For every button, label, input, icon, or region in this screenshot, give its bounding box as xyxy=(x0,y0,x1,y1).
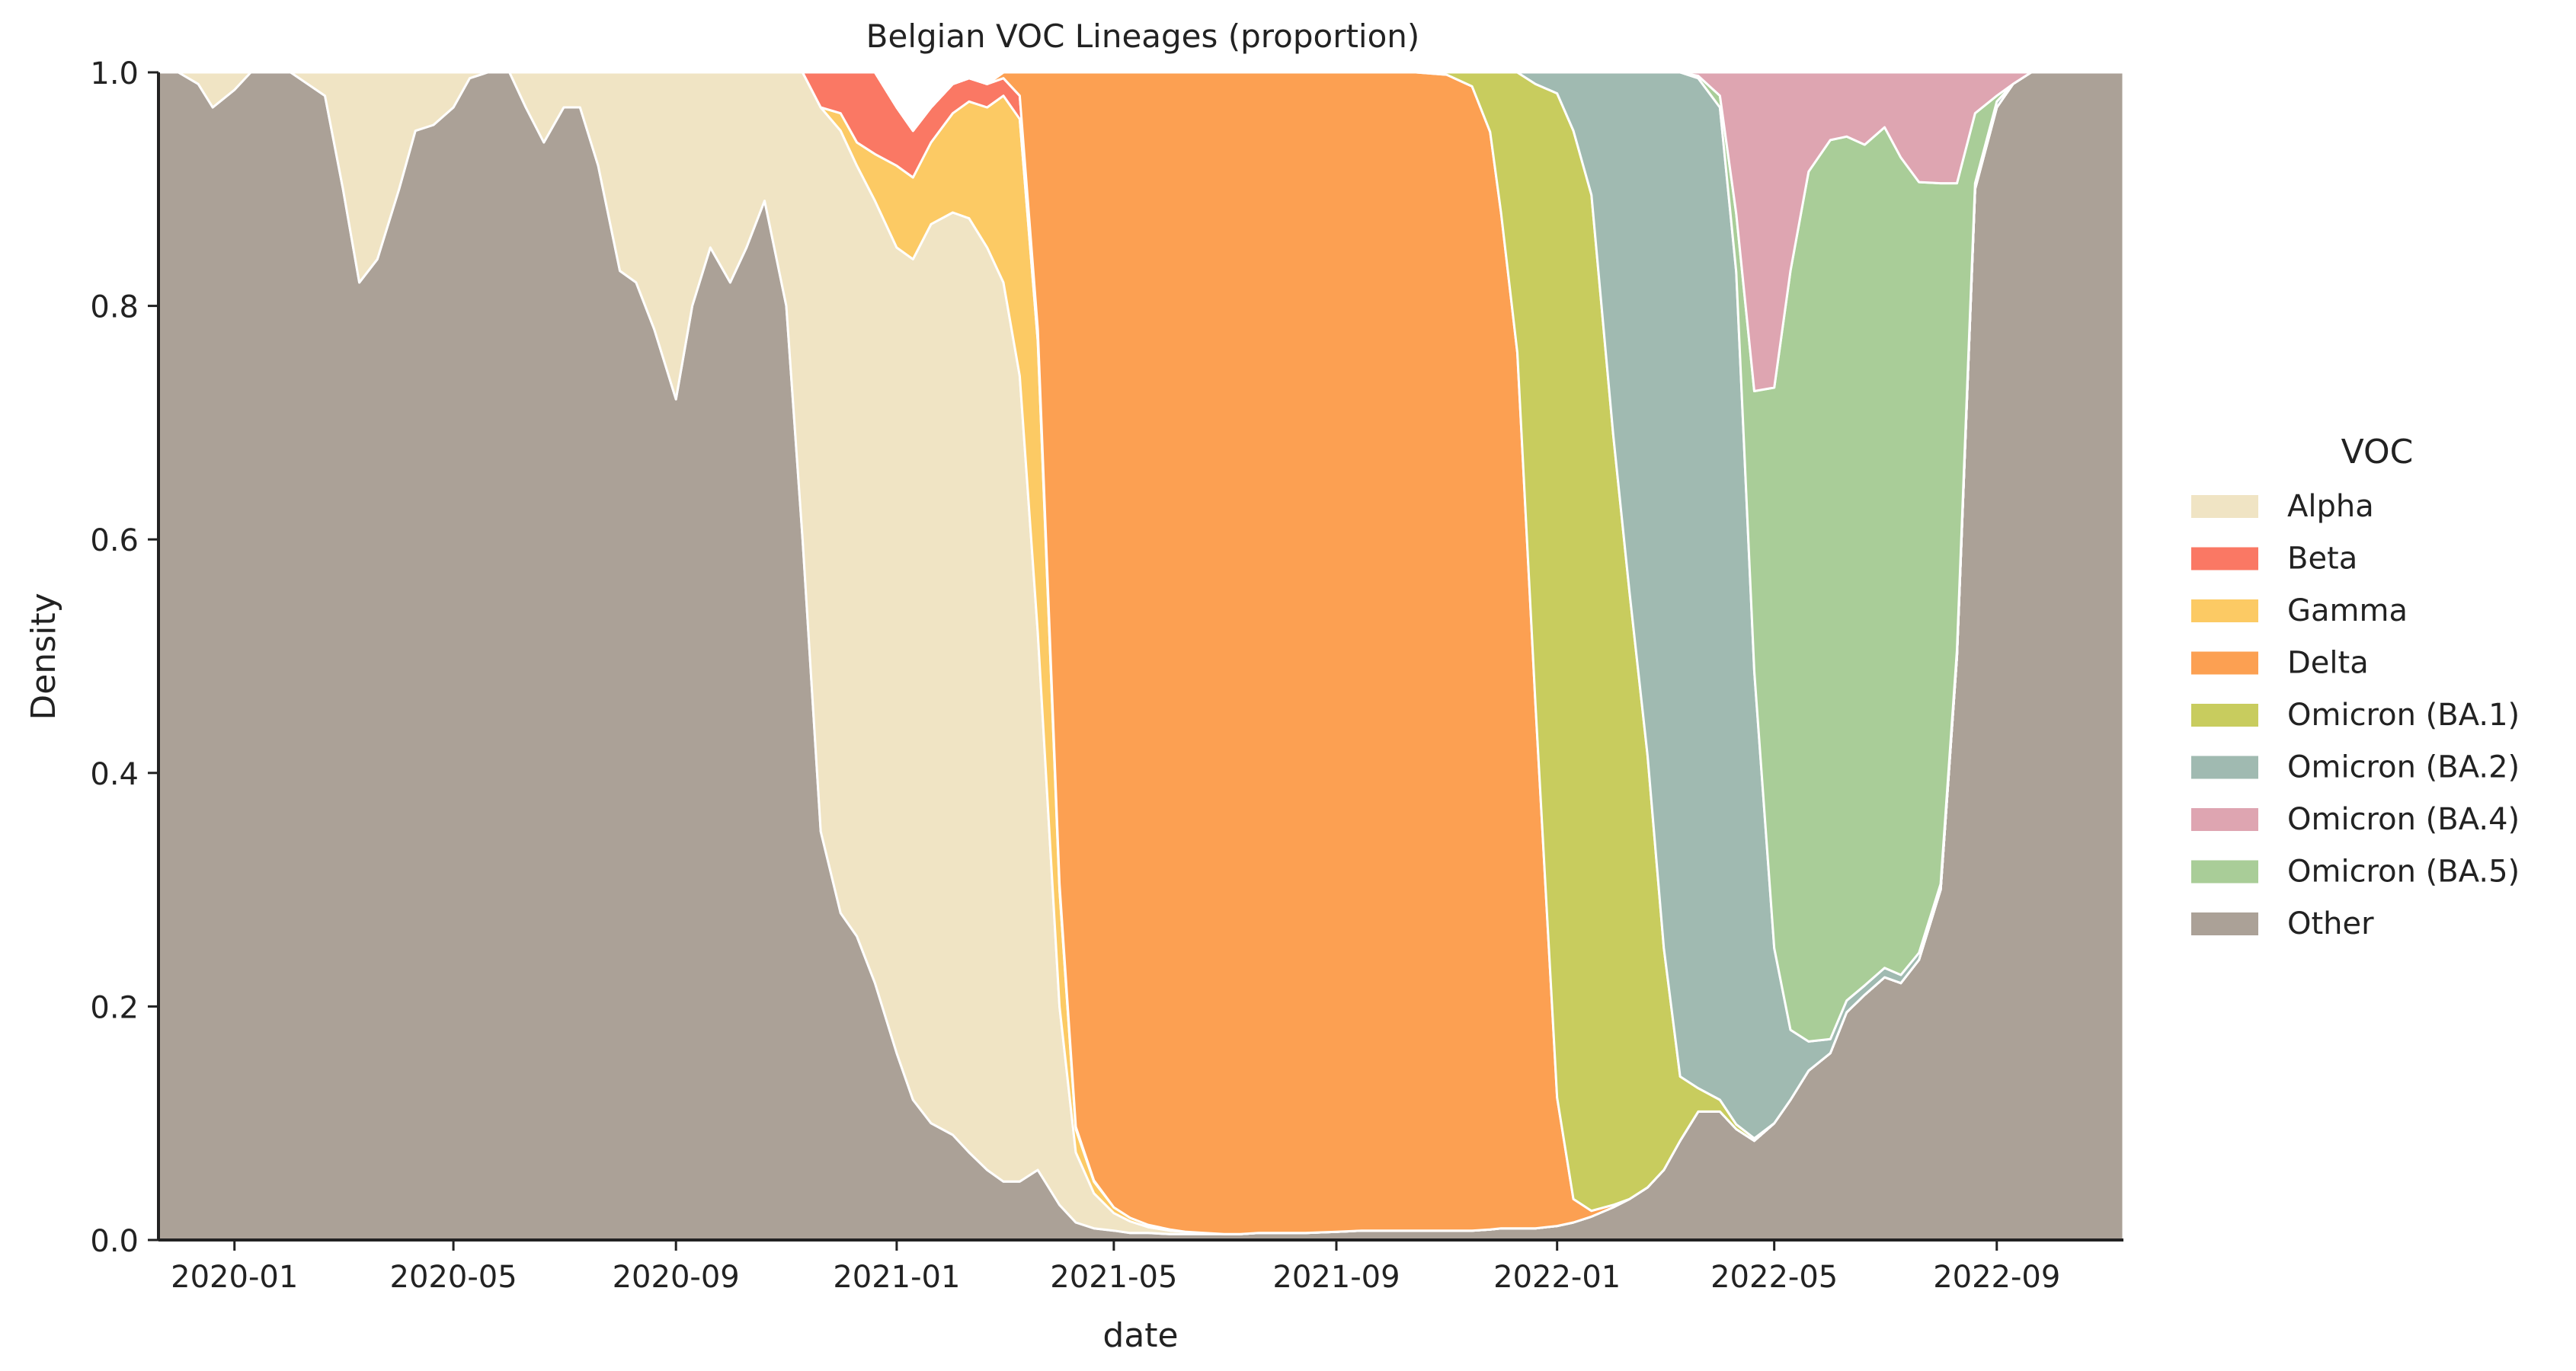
legend-label-omicron-ba-1: Omicron (BA.1) xyxy=(2287,698,2520,733)
chart-title: Belgian VOC Lineages (proportion) xyxy=(866,18,1420,55)
x-ticks: 2020-01 2020-05 2020-09 2021-01 2021-05 2021-… xyxy=(171,1240,2060,1295)
x-tick-label: 2022-09 xyxy=(1933,1260,2060,1295)
x-tick-label: 2021-05 xyxy=(1050,1260,1177,1295)
legend-label-delta: Delta xyxy=(2287,646,2369,681)
x-tick-label: 2021-09 xyxy=(1272,1260,1400,1295)
legend-swatch-gamma xyxy=(2191,599,2258,622)
axes xyxy=(157,72,2123,1242)
legend-swatch-omicron-ba-5 xyxy=(2191,860,2258,884)
y-tick-label: 0.4 xyxy=(90,757,139,792)
legend-swatch-alpha xyxy=(2191,495,2258,518)
y-tick-label: 0.6 xyxy=(90,523,139,558)
x-tick-label: 2020-09 xyxy=(613,1260,740,1295)
x-tick-label: 2022-01 xyxy=(1493,1260,1621,1295)
legend-label-omicron-ba-2: Omicron (BA.2) xyxy=(2287,750,2520,785)
stacked-areas xyxy=(157,71,2125,1242)
legend-label-gamma: Gamma xyxy=(2287,593,2408,628)
y-tick-label: 1.0 xyxy=(90,56,139,91)
y-ticks: 0.0 0.2 0.4 0.6 0.8 1.0 xyxy=(90,56,158,1259)
y-axis-label: Density xyxy=(24,593,63,720)
legend-label-other: Other xyxy=(2287,906,2374,941)
x-tick-label: 2022-05 xyxy=(1710,1260,1838,1295)
x-tick-label: 2020-01 xyxy=(171,1260,298,1295)
legend-label-omicron-ba-4: Omicron (BA.4) xyxy=(2287,802,2520,837)
legend-label-omicron-ba-5: Omicron (BA.5) xyxy=(2287,855,2520,890)
legend-swatch-omicron-ba-1 xyxy=(2191,704,2258,727)
legend-swatch-other xyxy=(2191,912,2258,935)
area-omicron-ba-4 xyxy=(157,71,2125,392)
legend-swatch-omicron-ba-2 xyxy=(2191,756,2258,779)
y-tick-label: 0.0 xyxy=(90,1224,139,1259)
legend-label-beta: Beta xyxy=(2287,542,2357,577)
legend-swatch-omicron-ba-4 xyxy=(2191,808,2258,831)
legend-swatch-delta xyxy=(2191,651,2258,675)
x-tick-label: 2020-05 xyxy=(390,1260,517,1295)
legend-title: VOC xyxy=(2341,433,2414,471)
legend: VOC Alpha Beta Gamma Delta Omicron (BA.1) Omi… xyxy=(2191,433,2520,941)
y-tick-label: 0.8 xyxy=(90,290,139,325)
x-axis-label: date xyxy=(1102,1316,1178,1355)
x-tick-label: 2021-01 xyxy=(833,1260,960,1295)
legend-label-alpha: Alpha xyxy=(2287,489,2374,524)
y-tick-label: 0.2 xyxy=(90,990,139,1025)
legend-swatch-beta xyxy=(2191,547,2258,570)
